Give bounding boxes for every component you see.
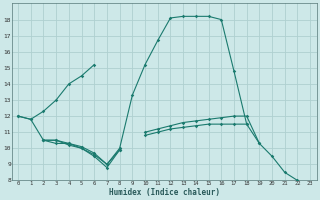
X-axis label: Humidex (Indice chaleur): Humidex (Indice chaleur)	[108, 188, 220, 197]
